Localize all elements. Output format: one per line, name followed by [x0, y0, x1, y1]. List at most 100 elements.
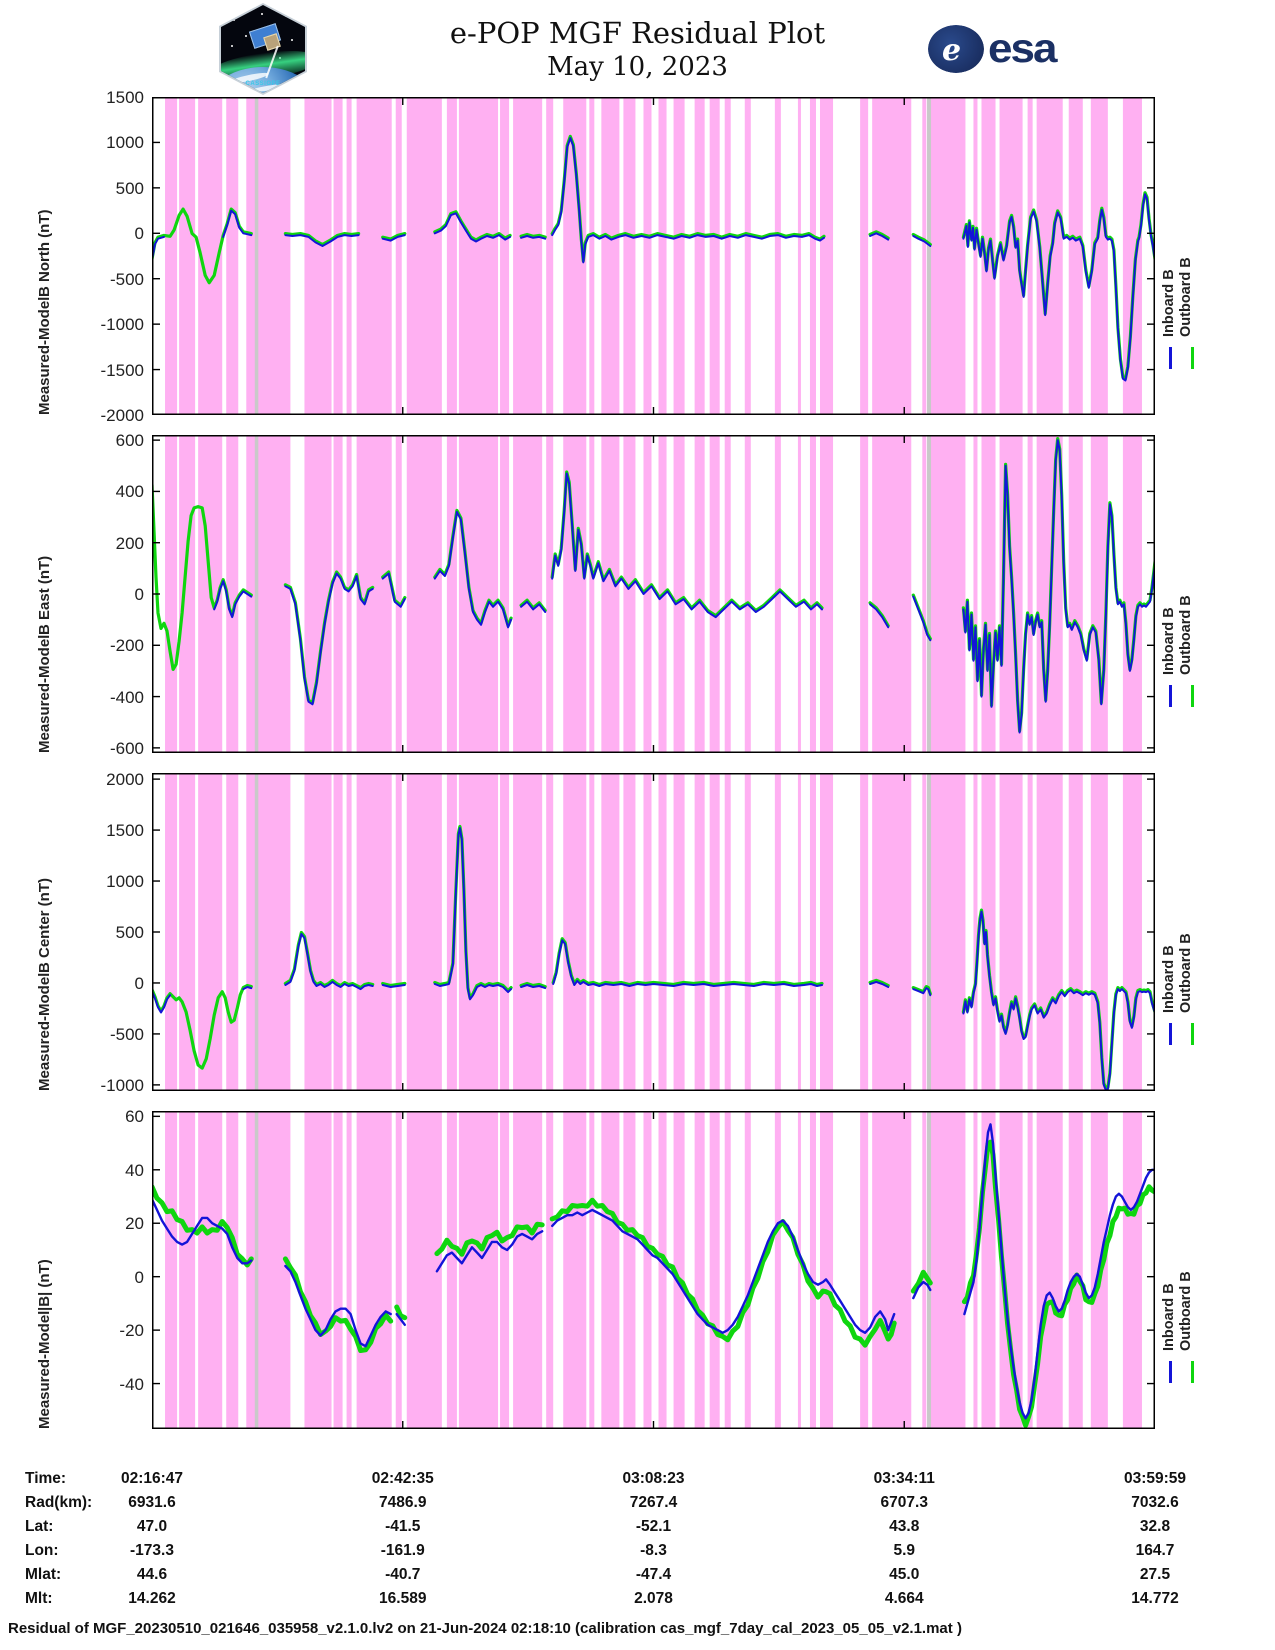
quality-flag-band — [226, 97, 239, 415]
inboard-b-trace — [962, 193, 1155, 382]
table-row-label: Mlat: — [25, 1566, 62, 1583]
inboard-b-trace — [912, 235, 932, 247]
table-row-label: Lon: — [25, 1542, 59, 1559]
quality-flag-band — [165, 1111, 178, 1429]
table-cell: 6931.6 — [128, 1494, 176, 1511]
inboard-b-trace — [552, 939, 823, 987]
quality-flag-band — [1036, 1111, 1063, 1429]
quality-flag-band — [356, 773, 392, 1091]
inboard-b-trace — [381, 572, 406, 608]
quality-flag-band — [458, 435, 499, 753]
outboard-b-trace — [519, 981, 547, 989]
y-tick-label: 200 — [115, 533, 144, 553]
table-cell: 2.078 — [634, 1590, 673, 1607]
quality-flag-band — [246, 1111, 291, 1429]
inboard-b-trace — [912, 987, 932, 997]
table-cell: 45.0 — [889, 1566, 920, 1583]
table-cell: 27.5 — [1139, 1566, 1171, 1583]
table-cell: 6707.3 — [880, 1494, 928, 1511]
quality-flag-band — [797, 1111, 801, 1429]
quality-flag-band — [546, 435, 554, 753]
quality-flag-band — [999, 97, 1023, 415]
quality-flag-band — [165, 97, 178, 415]
quality-flag-band — [643, 773, 652, 1091]
inboard-b-trace — [520, 235, 547, 240]
quality-flag-band — [809, 97, 816, 415]
quality-flag-band — [246, 435, 291, 753]
inboard-b-trace — [869, 980, 890, 988]
inboard-b-trace — [520, 600, 547, 613]
quality-flag-band — [500, 773, 510, 1091]
table-cell: -52.1 — [635, 1518, 672, 1535]
esa-logo: e esa — [928, 24, 1057, 74]
quality-flag-band — [643, 97, 652, 415]
table-cell: 164.7 — [1135, 1542, 1175, 1559]
y-axis-label: Measured-Model |B| (nT) — [36, 1258, 53, 1429]
esa-globe-icon: e — [928, 25, 984, 73]
table-cell: -40.7 — [385, 1566, 421, 1583]
quality-flag-band — [1027, 773, 1033, 1091]
quality-flag-band — [797, 435, 801, 753]
legend-label: Outboard B — [1178, 933, 1194, 1013]
y-tick-label: 500 — [115, 923, 144, 942]
grey-flag-band — [254, 97, 259, 415]
quality-flag-band — [643, 1111, 652, 1429]
quality-flag-band — [922, 773, 927, 1091]
quality-flag-band — [819, 97, 834, 415]
inboard-b-trace — [551, 472, 823, 619]
inboard-b-trace — [152, 1197, 253, 1265]
y-tick-label: 2000 — [106, 770, 144, 790]
legend-label: Inboard B — [1161, 1283, 1177, 1351]
quality-flag-band — [694, 773, 705, 1091]
legend-marker — [1191, 685, 1194, 707]
quality-flag-band — [346, 97, 352, 415]
legend-marker — [1169, 1023, 1172, 1045]
quality-flag-band — [673, 435, 685, 753]
inboard-b-trace — [912, 595, 932, 642]
legend: Inboard B Outboard B — [1161, 813, 1194, 1013]
quality-flag-band — [819, 773, 834, 1091]
quality-flag-band — [694, 97, 705, 415]
table-cell: 14.772 — [1131, 1590, 1179, 1607]
inboard-b-trace — [520, 984, 547, 990]
quality-flag-band — [872, 97, 912, 415]
quality-flag-band — [601, 773, 620, 1091]
inboard-b-trace — [222, 209, 253, 238]
quality-flag-band — [513, 1111, 543, 1429]
y-tick-label: -200 — [109, 636, 144, 656]
y-tick-label: 400 — [115, 482, 144, 502]
quality-flag-band — [446, 435, 457, 753]
grey-flag-band — [927, 773, 932, 1091]
subplot-2 — [152, 773, 1155, 1091]
quality-flag-band — [673, 1111, 685, 1429]
quality-flag-band — [165, 773, 178, 1091]
y-tick-label: 1500 — [106, 821, 144, 841]
quality-flag-band — [500, 435, 510, 753]
legend-marker — [1169, 1361, 1172, 1383]
table-cell: -41.5 — [385, 1518, 421, 1535]
quality-flag-band — [774, 1111, 781, 1429]
y-tick-label: -500 — [109, 269, 144, 289]
y-axis-label: Measured-Model B Center (nT) — [36, 877, 53, 1091]
quality-flag-band — [1036, 773, 1063, 1091]
outboard-b-trace — [549, 1197, 897, 1348]
quality-flag-band — [819, 1111, 834, 1429]
quality-flag-band — [797, 97, 801, 415]
legend-marker — [1169, 347, 1172, 369]
quality-flag-band — [860, 97, 869, 415]
quality-flag-band — [165, 435, 178, 753]
table-cell: 43.8 — [889, 1518, 920, 1535]
quality-flag-band — [346, 435, 352, 753]
legend-label: Outboard B — [1178, 257, 1194, 337]
quality-flag-band — [922, 435, 927, 753]
quality-flag-band — [356, 1111, 392, 1429]
quality-flag-band — [744, 97, 751, 415]
quality-flag-band — [1027, 1111, 1033, 1429]
inboard-b-trace — [962, 439, 1155, 734]
table-row-label: Lat: — [25, 1518, 54, 1535]
quality-flag-band — [999, 1111, 1023, 1429]
quality-flag-band — [709, 97, 720, 415]
table-cell: 7032.6 — [1131, 1494, 1179, 1511]
quality-flag-band — [446, 97, 457, 415]
quality-flag-band — [981, 773, 996, 1091]
